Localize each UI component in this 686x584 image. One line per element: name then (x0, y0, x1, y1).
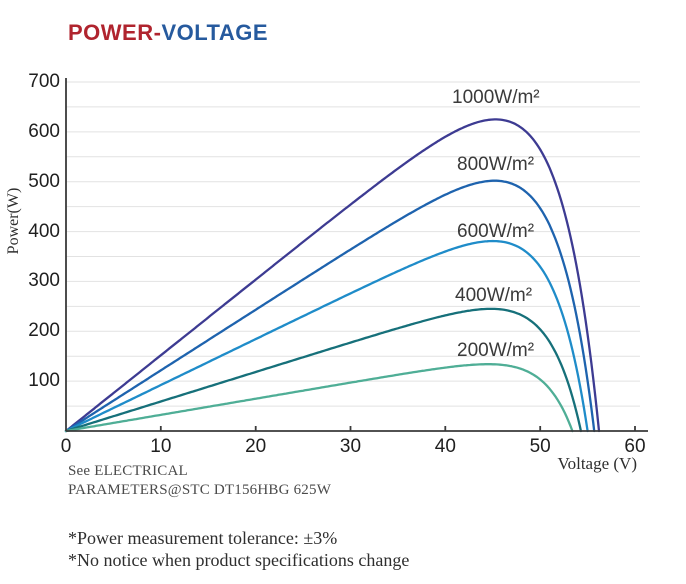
y-tick-label-200: 200 (28, 320, 60, 342)
curve-1000wm (64, 118, 601, 433)
axes (65, 78, 648, 432)
curve-label-400wm: 400W/m² (455, 285, 533, 306)
chart-title-voltage: VOLTAGE (161, 20, 269, 45)
note-spec-change: *No notice when product specifications c… (68, 550, 410, 570)
x-tick-label-30: 30 (339, 436, 362, 457)
gridlines (66, 81, 640, 407)
footnotes: *Power measurement tolerance: ±3% *No no… (68, 527, 409, 571)
x-tick-label-60: 60 (624, 436, 646, 457)
x-tick-label-40: 40 (434, 436, 456, 457)
curve-400wm (64, 307, 583, 433)
curve-600wm (64, 239, 589, 433)
x-tick-label-0: 0 (60, 436, 72, 457)
y-tick-label-700: 700 (28, 71, 60, 92)
reference-line-2: PARAMETERS@STC DT156HBG 625W (68, 482, 332, 498)
note-power-tolerance: *Power measurement tolerance: ±3% (68, 528, 338, 548)
electrical-parameters-reference: See ELECTRICAL PARAMETERS@STC DT156HBG 6… (68, 462, 331, 500)
y-tick-label-500: 500 (28, 170, 60, 192)
chart-title: POWER-VOLTAGE (68, 20, 268, 46)
curve-label-1000wm: 1000W/m² (452, 87, 540, 108)
curve-200wm (64, 363, 574, 433)
x-tick-label-10: 10 (150, 436, 172, 457)
y-tick-label-600: 600 (28, 120, 60, 142)
chart-title-power: POWER- (68, 20, 162, 45)
y-axis-title: Power(W) (5, 187, 22, 255)
y-tick-label-300: 300 (28, 270, 60, 292)
x-axis-title: Voltage (V) (557, 454, 637, 473)
y-tick-label-400: 400 (28, 220, 60, 242)
curve-label-200wm: 200W/m² (457, 340, 535, 361)
x-tick-label-50: 50 (529, 436, 551, 457)
reference-line-1: See ELECTRICAL (68, 463, 188, 479)
curve-label-800wm: 800W/m² (457, 154, 535, 175)
pv-curves (64, 118, 601, 433)
y-tick-label-100: 100 (28, 370, 60, 392)
curve-label-600wm: 600W/m² (457, 221, 535, 242)
curve-800wm (64, 179, 596, 433)
x-tick-label-20: 20 (245, 436, 267, 457)
